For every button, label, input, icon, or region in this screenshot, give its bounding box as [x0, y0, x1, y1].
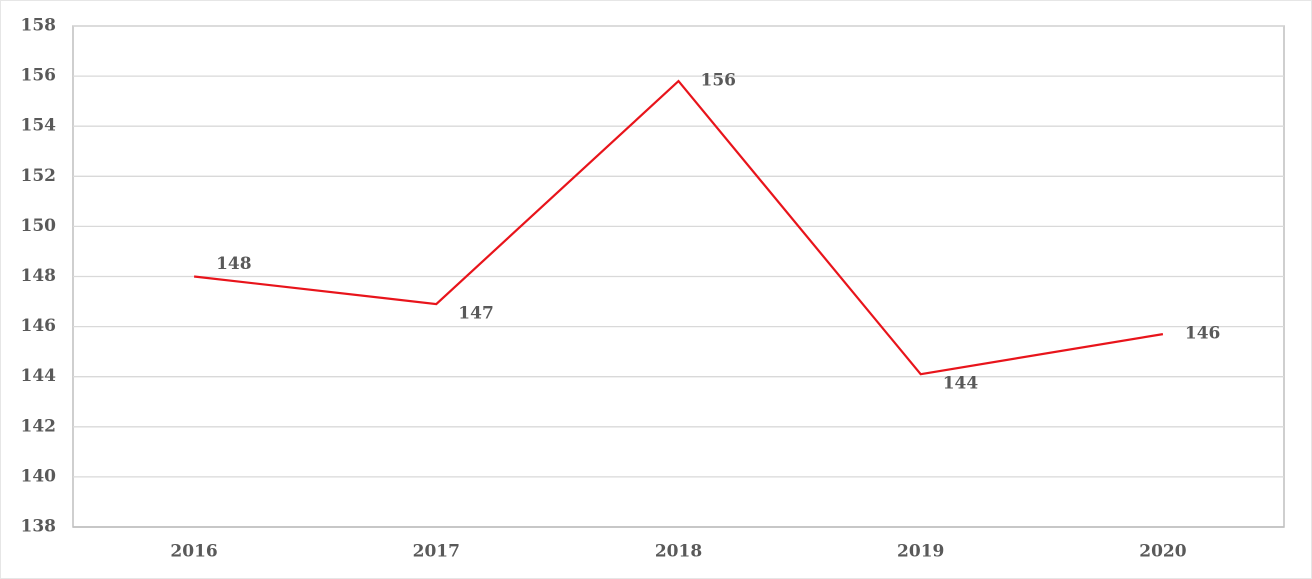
y-tick-label: 156 [21, 66, 57, 86]
y-tick-label: 144 [21, 366, 57, 386]
y-tick-label: 142 [21, 416, 57, 436]
line [193, 79, 1164, 376]
y-tick-label: 140 [21, 466, 57, 486]
x-tick-label: 2018 [655, 542, 702, 562]
x-tick-label: 2020 [1139, 542, 1186, 562]
y-tick-label: 148 [21, 266, 57, 286]
y-tick-label: 146 [21, 316, 57, 336]
y-tick-label: 152 [21, 166, 57, 186]
x-tick-label: 2019 [897, 542, 944, 562]
x-tick-label: 2017 [413, 542, 460, 562]
y-tick-label: 154 [21, 116, 57, 136]
x-tick-label: 2016 [170, 542, 217, 562]
y-tick-label: 158 [21, 16, 57, 36]
data-label: 146 [1185, 324, 1221, 344]
data-label: 144 [943, 374, 979, 394]
data-label: 156 [701, 71, 737, 91]
y-tick-label: 138 [21, 517, 57, 537]
data-label: 148 [216, 254, 252, 274]
data-label: 147 [458, 304, 494, 324]
y-tick-label: 150 [21, 216, 57, 236]
